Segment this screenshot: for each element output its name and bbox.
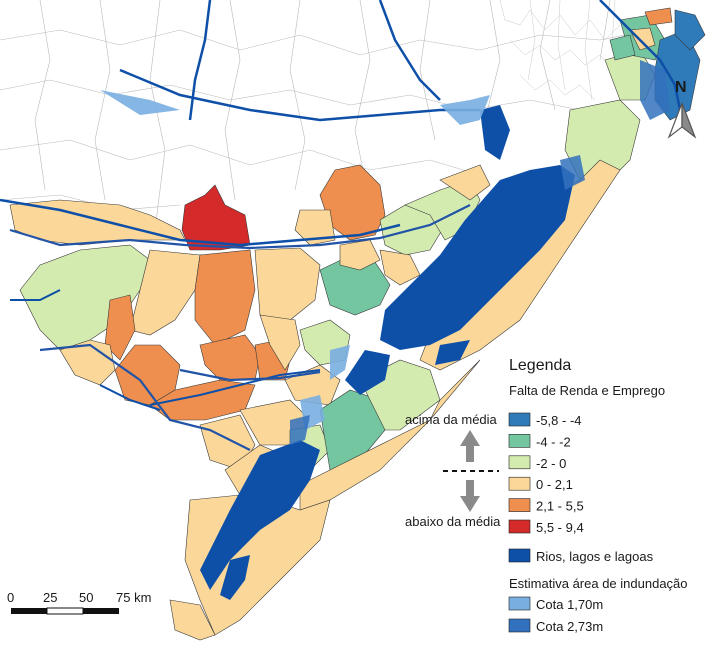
legend-income-class-swatch <box>508 434 531 448</box>
scale-tick-50: 50 <box>79 590 93 605</box>
scale-bar: 0 25 50 75 km <box>7 590 151 615</box>
legend-income-class-label: 5,5 - 9,4 <box>536 520 584 535</box>
legend-title: Legenda <box>509 357 571 374</box>
scale-tick-25: 25 <box>43 590 57 605</box>
water-bodies <box>0 0 682 600</box>
legend-income-class-swatch <box>508 412 531 427</box>
legend-flood-class-label: Cota 1,70m <box>536 597 603 612</box>
legend-flood-class-swatch <box>508 596 531 611</box>
legend-flood-class-label: Cota 2,73m <box>536 619 603 634</box>
legend-income-class-label: -4 - -2 <box>536 434 571 449</box>
legend-above-label: acima da média <box>405 412 498 427</box>
legend-income-class-swatch <box>508 455 531 470</box>
legend: Legenda Falta de Renda e Emprego acima d… <box>405 357 688 634</box>
scale-tick-75: 75 km <box>116 590 151 605</box>
legend-income-section: Falta de Renda e Emprego <box>509 383 665 398</box>
legend-income-class-label: -2 - 0 <box>536 456 566 471</box>
flood-areas <box>100 90 490 430</box>
income-municipalities <box>9 7 706 641</box>
legend-income-class-label: 0 - 2,1 <box>536 477 573 492</box>
legend-income-class-swatch <box>508 476 531 491</box>
legend-income-class-swatch <box>508 519 531 534</box>
legend-income-class-label: -5,8 - -4 <box>536 413 582 428</box>
legend-flood-classes: Cota 1,70m Cota 2,73m <box>508 596 603 634</box>
scale-tick-0: 0 <box>7 590 14 605</box>
down-arrow-icon <box>460 480 480 512</box>
north-label: N <box>675 79 687 96</box>
legend-income-class-swatch <box>508 498 531 512</box>
region-boundaries <box>9 204 471 451</box>
legend-below-label: abaixo da média <box>405 514 501 529</box>
legend-flood-section: Estimativa área de indundação <box>509 576 688 591</box>
legend-water-swatch <box>508 548 531 563</box>
legend-water-label: Rios, lagos e lagoas <box>536 549 654 564</box>
flood-areas-high <box>290 60 670 445</box>
legend-flood-class-swatch <box>508 618 531 633</box>
legend-income-class-label: 2,1 - 5,5 <box>536 499 584 514</box>
dense-municipalities <box>499 0 621 101</box>
north-arrow: N <box>667 79 697 139</box>
legend-income-classes: -5,8 - -4 -4 - -2 -2 - 0 0 - 2,1 2,1 - 5,5 5,… <box>508 412 584 535</box>
up-arrow-icon <box>460 430 480 462</box>
